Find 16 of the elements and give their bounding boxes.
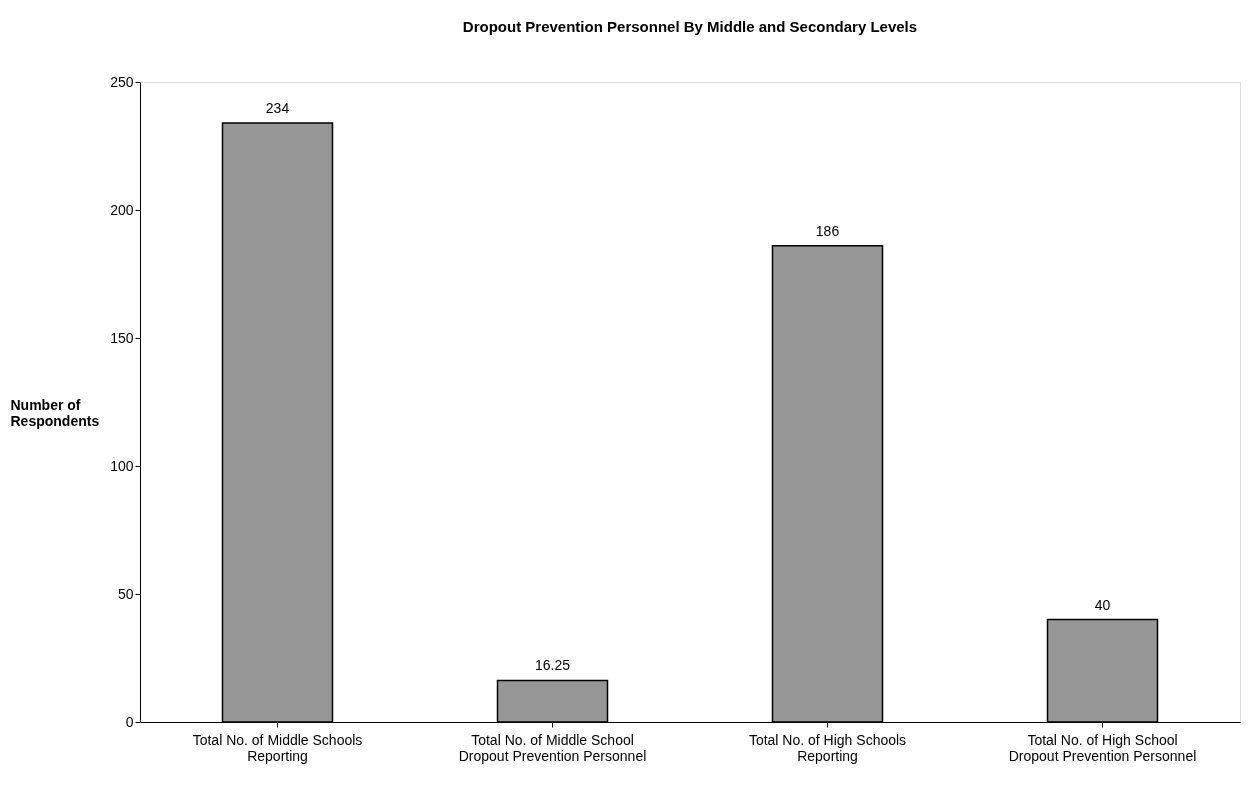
- y-tick-label: 150: [110, 329, 134, 346]
- y-tick-label: 50: [117, 585, 134, 602]
- data-label: 16.25: [534, 657, 571, 674]
- y-tick-label: 250: [110, 73, 134, 90]
- data-label: 40: [1094, 596, 1111, 613]
- data-label: 234: [265, 99, 290, 116]
- y-tick-label: 200: [110, 201, 134, 218]
- x-tick-label: Total No. of Middle School Dropout Prevention Personnel: [458, 731, 647, 764]
- x-tick-label: Total No. of High Schools Reporting: [748, 731, 907, 764]
- chart-title: Dropout Prevention Personnel By Middle and Secondary Levels: [462, 18, 918, 35]
- y-tick-label: 100: [110, 457, 134, 474]
- x-tick-label: Total No. of Middle Schools Reporting: [192, 731, 363, 764]
- data-label: 186: [815, 222, 840, 239]
- x-tick-label: Total No. of High School Dropout Prevention Personnel: [1008, 731, 1197, 764]
- y-tick-label: 0: [125, 713, 134, 730]
- y-axis-title: Number of Respondents: [10, 396, 100, 429]
